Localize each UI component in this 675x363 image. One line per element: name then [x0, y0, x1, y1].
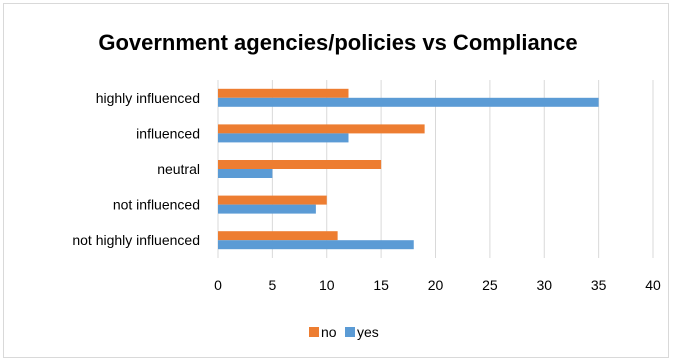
legend: no yes — [309, 324, 379, 340]
x-axis-ticks: 0 5 10 15 20 25 30 35 40 — [214, 277, 661, 293]
x-tick-label: 15 — [373, 277, 389, 293]
category-label: not influenced — [113, 197, 200, 213]
bar-yes — [218, 97, 599, 107]
bar-yes — [218, 204, 316, 214]
x-tick-label: 10 — [319, 277, 335, 293]
bar-yes — [218, 169, 273, 178]
legend-label-yes: yes — [357, 324, 379, 340]
bars — [218, 88, 599, 250]
x-tick-label: 5 — [268, 277, 276, 293]
legend-swatch-yes — [345, 327, 355, 337]
category-label: highly influenced — [96, 90, 200, 106]
x-tick-label: 20 — [428, 277, 444, 293]
x-tick-label: 35 — [591, 277, 607, 293]
gridlines — [217, 80, 654, 258]
legend-swatch-no — [309, 327, 319, 337]
legend-label-no: no — [321, 324, 337, 340]
x-tick-label: 40 — [645, 277, 661, 293]
chart-container — [3, 3, 669, 358]
bar-no — [218, 231, 338, 241]
category-label: not highly influenced — [72, 232, 200, 248]
category-labels: highly influenced influenced neutral not in… — [72, 90, 200, 248]
category-label: neutral — [157, 161, 200, 177]
bar-yes — [218, 133, 349, 143]
bar-no — [218, 124, 425, 134]
x-tick-label: 25 — [482, 277, 498, 293]
bar-no — [218, 88, 349, 98]
chart-title: Government agencies/policies vs Complian… — [98, 30, 577, 55]
bar-no — [218, 160, 382, 169]
bar-no — [218, 195, 327, 205]
x-tick-label: 0 — [214, 277, 222, 293]
bar-yes — [218, 240, 414, 250]
category-label: influenced — [136, 125, 200, 141]
x-tick-label: 30 — [536, 277, 552, 293]
